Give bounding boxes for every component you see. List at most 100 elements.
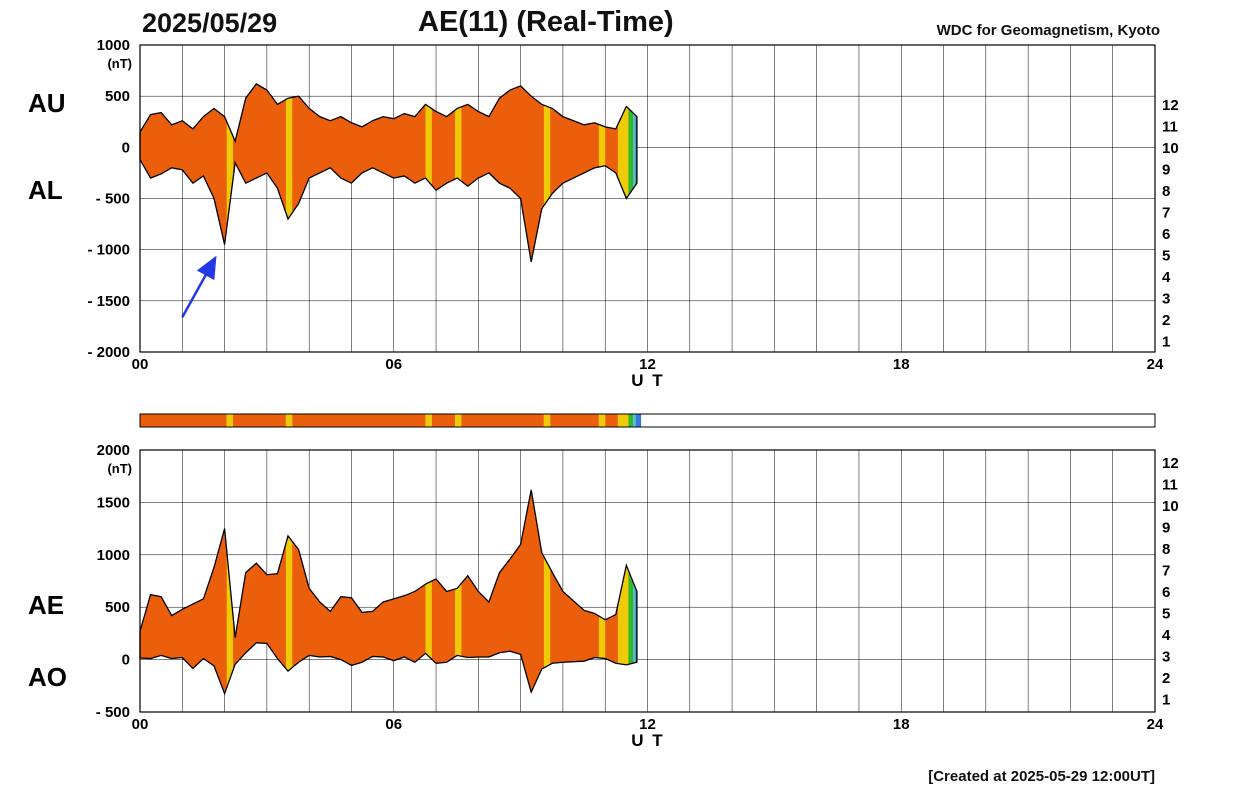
y-tick-label: 2000 [97,442,130,459]
availability-bar-segment [617,414,629,427]
station-count-9: 9 [1162,520,1170,537]
ae-ao-trace-outline [139,489,638,696]
station-count-2: 2 [1162,312,1170,329]
au-al-trace-fill [140,83,637,262]
y-tick-label: 1500 [97,494,130,511]
station-count-stripe [598,489,606,694]
station-count-stripe [543,83,551,262]
availability-bar-frame [139,413,1156,428]
station-count-5: 5 [1162,248,1170,265]
x-tick-label: 06 [385,356,402,373]
y-tick-label: 500 [105,88,130,105]
ut-axis-label-bottom: U T [631,731,664,750]
station-count-stripe [455,489,462,694]
station-count-12: 12 [1162,97,1179,114]
label-ae: AE [28,590,64,620]
station-count-stripe [425,83,432,262]
station-count-stripe [628,83,634,262]
unit-label-top: (nT) [107,56,132,71]
station-count-12: 12 [1162,455,1179,472]
station-count-stripe [633,83,636,262]
y-tick-label: 1000 [97,37,130,54]
y-tick-label: - 500 [96,704,130,721]
station-count-8: 8 [1162,183,1170,200]
station-count-5: 5 [1162,606,1170,623]
arrow-annotation-icon [181,255,217,318]
availability-bar-segment [635,414,642,427]
x-tick-label: 12 [639,356,656,373]
station-count-stripe [425,489,432,694]
availability-bar-segment [550,414,599,427]
availability-bar-segment [598,414,606,427]
label-au: AU [28,88,66,118]
station-count-stripe [226,489,234,694]
station-count-9: 9 [1162,162,1170,179]
label-ao: AO [28,662,67,692]
au-al-trace-outline [139,83,638,263]
station-count-stripe [617,489,629,694]
station-count-stripe [285,489,293,694]
availability-bar-segment [633,414,636,427]
availability-bar-segment [543,414,551,427]
station-count-11: 11 [1162,119,1178,136]
availability-bar-segment [461,414,544,427]
station-count-stripe [226,83,234,262]
station-count-6: 6 [1162,584,1170,601]
station-count-stripe [635,489,637,694]
station-count-10: 10 [1162,498,1179,515]
y-tick-label: - 1500 [87,293,130,310]
station-count-2: 2 [1162,670,1170,687]
availability-bar-segment [431,414,456,427]
station-count-11: 11 [1162,477,1178,494]
created-note: [Created at 2025-05-29 12:00UT] [928,768,1155,785]
y-tick-label: 1000 [97,547,130,564]
station-count-8: 8 [1162,541,1170,558]
x-tick-label: 24 [1147,356,1164,373]
availability-bar-segment [605,414,618,427]
availability-bar-segment [628,414,634,427]
station-count-1: 1 [1162,334,1170,351]
x-tick-label: 12 [639,716,656,733]
plot-frame [139,44,1156,353]
station-count-stripe [617,83,629,262]
source-label: WDC for Geomagnetism, Kyoto [936,22,1160,39]
x-tick-label: 18 [893,356,910,373]
availability-bar-segment [226,414,234,427]
station-count-4: 4 [1162,269,1171,286]
ut-axis-label-top: U T [631,371,664,390]
station-count-stripe [628,489,634,694]
y-tick-label: - 1000 [87,242,130,259]
availability-bar-segment [425,414,432,427]
unit-label-bottom: (nT) [107,461,132,476]
page-title: AE(11) (Real-Time) [418,6,674,38]
x-tick-label: 18 [893,716,910,733]
label-al: AL [28,175,63,205]
station-count-3: 3 [1162,291,1170,308]
x-tick-label: 06 [385,716,402,733]
plot-frame [139,449,1156,713]
x-tick-label: 00 [132,716,149,733]
station-count-4: 4 [1162,627,1171,644]
availability-bar-segment [285,414,293,427]
availability-bar-segment [140,414,227,427]
station-count-stripe [455,83,462,262]
y-tick-label: 500 [105,599,130,616]
y-tick-label: - 2000 [87,344,130,361]
station-count-7: 7 [1162,563,1170,580]
station-count-3: 3 [1162,649,1170,666]
y-tick-label: 0 [122,139,130,156]
station-count-6: 6 [1162,226,1170,243]
station-count-stripe [285,83,293,262]
x-tick-label: 00 [132,356,149,373]
x-tick-label: 24 [1147,716,1164,733]
station-count-10: 10 [1162,140,1179,157]
station-count-7: 7 [1162,205,1170,222]
station-count-1: 1 [1162,692,1170,709]
plot-date: 2025/05/29 [142,8,278,38]
availability-bar-segment [292,414,426,427]
y-tick-label: - 500 [96,191,130,208]
availability-bar-segment [233,414,286,427]
availability-bar-segment [455,414,462,427]
